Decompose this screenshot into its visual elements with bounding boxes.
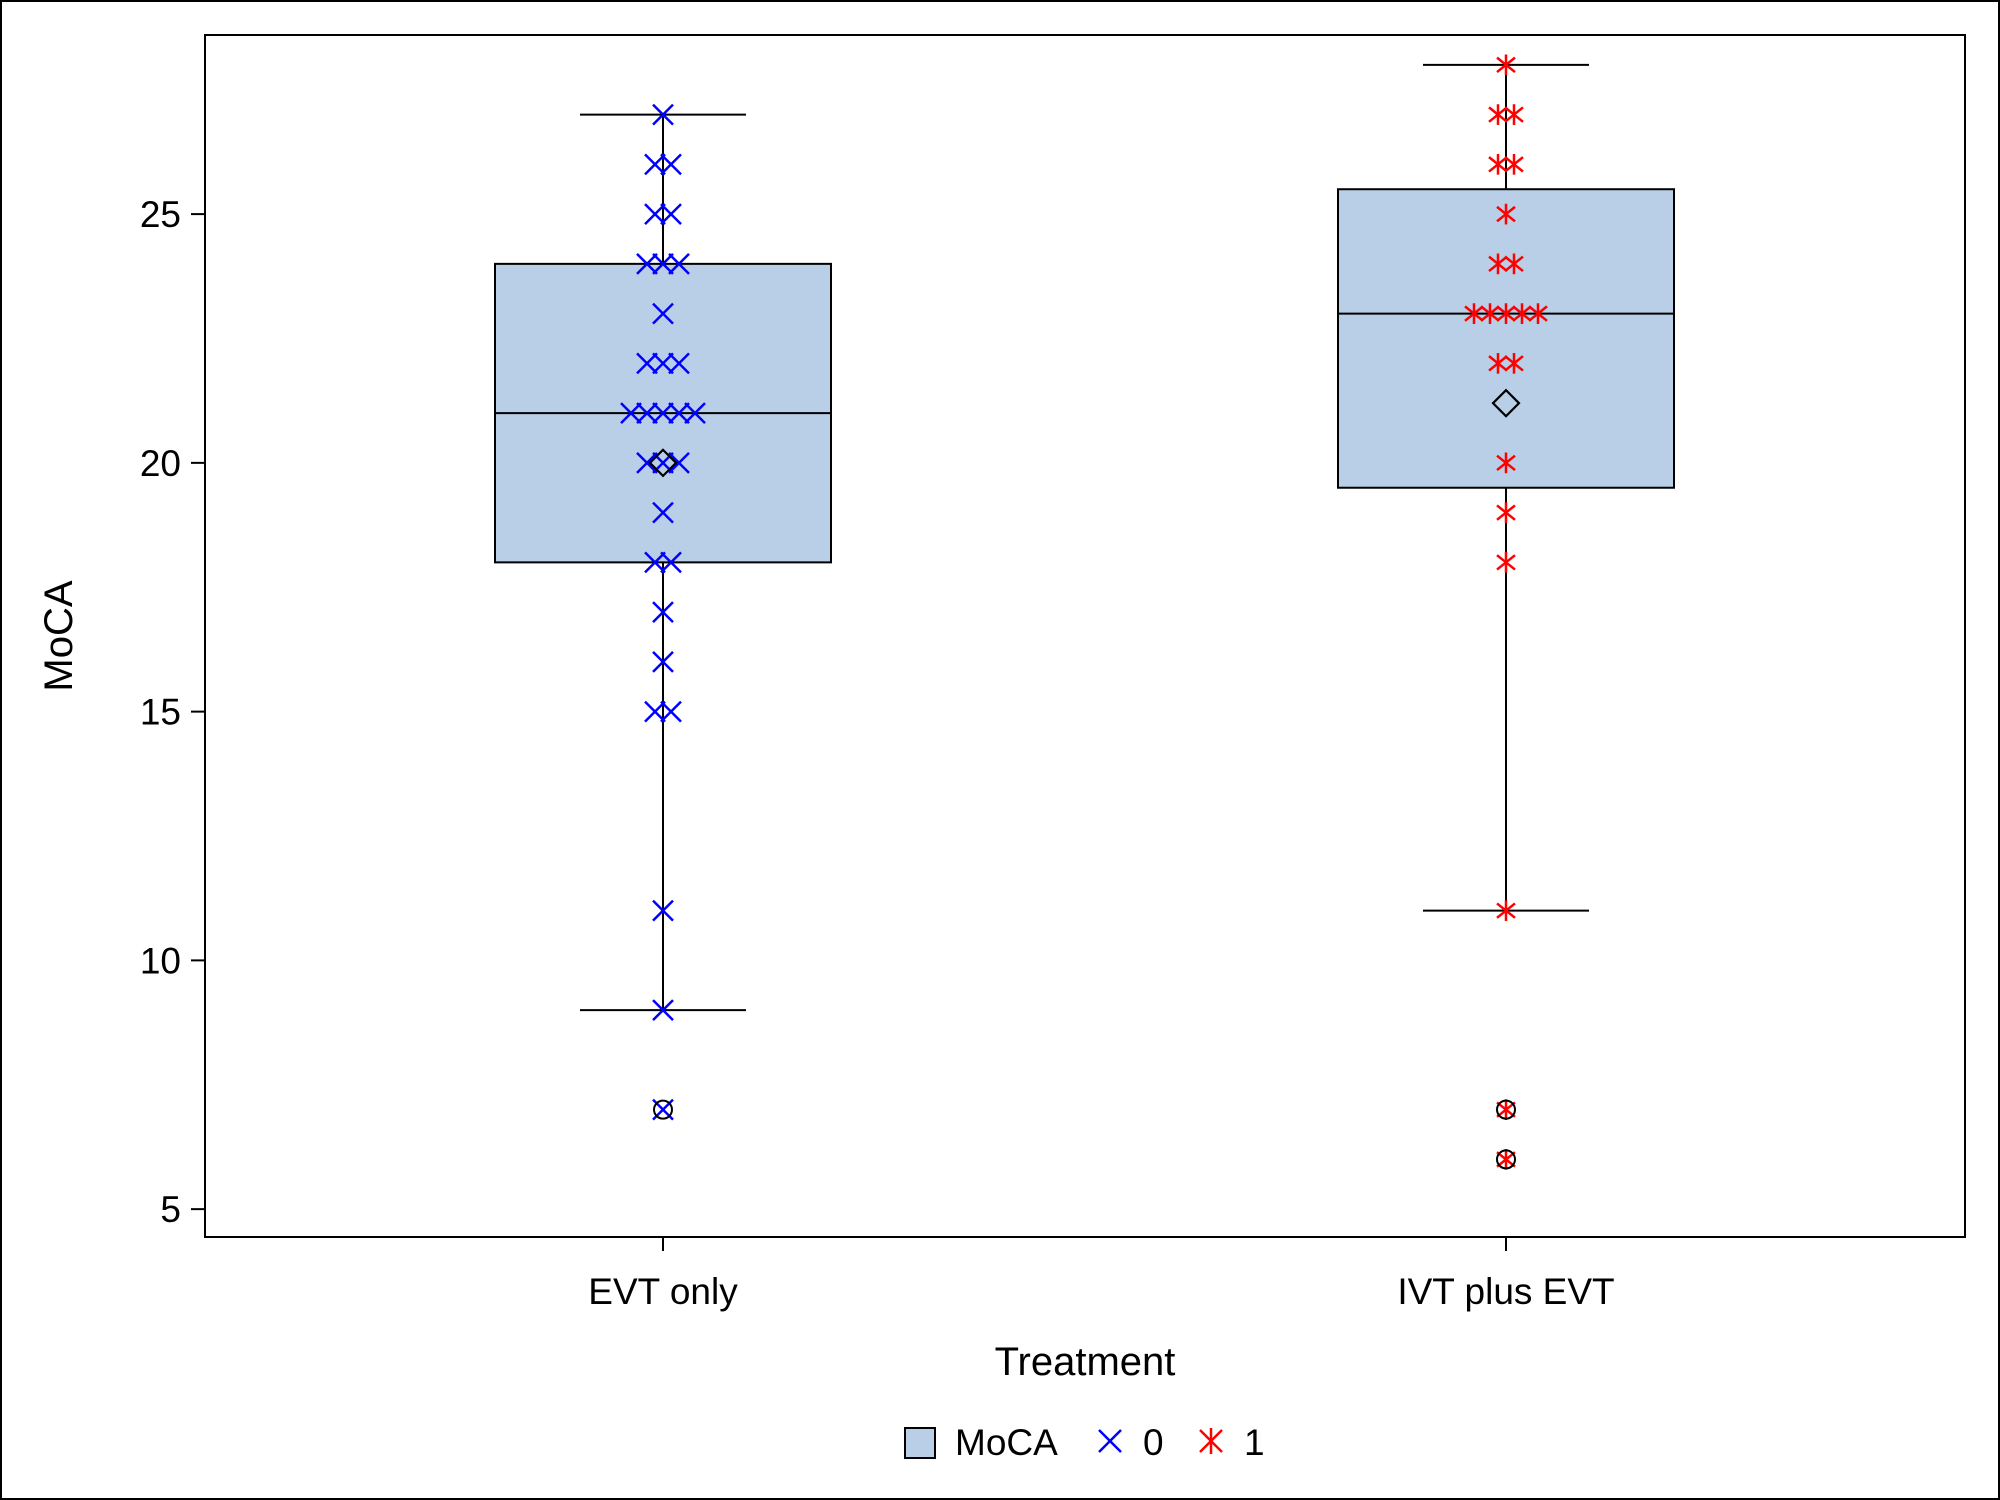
data-point-group-0 xyxy=(620,402,642,424)
data-point-group-0 xyxy=(652,302,674,325)
data-point-group-1 xyxy=(1512,303,1532,324)
data-point-group-0 xyxy=(652,650,674,673)
legend: MoCA 0 1 xyxy=(904,1422,1265,1463)
data-point-group-0 xyxy=(644,153,666,176)
outlier-marker xyxy=(653,1099,673,1120)
data-point-group-0 xyxy=(652,103,674,126)
y-tick-label: 10 xyxy=(140,940,181,981)
outlier-marker xyxy=(1496,1149,1516,1170)
y-axis-title: MoCA xyxy=(37,580,81,691)
legend-x-marker xyxy=(1098,1429,1122,1453)
data-point-group-0 xyxy=(636,451,658,474)
y-axis: 5 10 15 20 25 xyxy=(140,194,205,1230)
data-point-group-1 xyxy=(1528,303,1548,324)
mean-marker xyxy=(1491,388,1521,418)
data-point-group-1 xyxy=(1496,900,1516,921)
data-point-group-0 xyxy=(652,352,674,375)
x-tick-label: IVT plus EVT xyxy=(1397,1271,1614,1312)
data-point-group-0 xyxy=(636,402,658,424)
y-tick-label: 25 xyxy=(140,194,181,235)
legend-label-1: 1 xyxy=(1244,1422,1265,1463)
data-point-group-1 xyxy=(1464,303,1484,324)
data-point-group-1 xyxy=(1496,54,1516,76)
data-point-group-1 xyxy=(1496,303,1516,324)
data-point-group-1 xyxy=(1504,353,1524,374)
iqr-box xyxy=(1337,188,1675,489)
data-point-group-0 xyxy=(652,402,674,424)
legend-box-swatch xyxy=(904,1427,936,1459)
data-point-group-0 xyxy=(668,252,690,275)
outlier-marker xyxy=(1496,1099,1516,1120)
mean-marker xyxy=(648,448,678,478)
data-point-group-0 xyxy=(636,352,658,375)
legend-star-marker xyxy=(1199,1428,1223,1454)
points-layer xyxy=(620,54,1548,1170)
y-tick-label: 5 xyxy=(160,1189,181,1230)
data-point-group-1 xyxy=(1504,154,1524,175)
data-point-group-0 xyxy=(660,153,682,176)
data-point-group-1 xyxy=(1488,253,1508,275)
data-point-group-1 xyxy=(1496,1099,1516,1120)
data-point-group-0 xyxy=(684,402,706,424)
data-point-group-1 xyxy=(1504,104,1524,125)
data-point-group-0 xyxy=(668,451,690,474)
data-point-group-1 xyxy=(1488,104,1508,125)
data-point-group-0 xyxy=(636,252,658,275)
x-axis-title: Treatment xyxy=(995,1340,1176,1384)
data-point-group-0 xyxy=(660,203,682,225)
data-point-group-1 xyxy=(1496,552,1516,573)
data-point-group-0 xyxy=(644,551,666,574)
data-point-group-0 xyxy=(644,700,666,723)
data-point-group-1 xyxy=(1504,253,1524,275)
data-point-group-0 xyxy=(668,402,690,424)
x-axis: EVT only IVT plus EVT xyxy=(588,1237,1615,1312)
data-point-group-1 xyxy=(1480,303,1500,324)
data-point-group-1 xyxy=(1496,502,1516,523)
y-tick-label: 20 xyxy=(140,443,181,484)
data-point-group-1 xyxy=(1496,1149,1516,1170)
data-point-group-0 xyxy=(652,501,674,524)
data-point-group-0 xyxy=(652,899,674,922)
data-point-group-0 xyxy=(644,203,666,225)
data-point-group-0 xyxy=(660,551,682,574)
legend-label-0: 0 xyxy=(1143,1422,1164,1463)
data-point-group-0 xyxy=(652,601,674,624)
y-tick-label: 15 xyxy=(140,692,181,733)
data-point-group-0 xyxy=(660,700,682,723)
data-point-group-1 xyxy=(1488,353,1508,374)
x-tick-label: EVT only xyxy=(588,1271,738,1312)
data-point-group-0 xyxy=(668,352,690,375)
data-point-group-1 xyxy=(1496,203,1516,225)
data-point-group-0 xyxy=(652,252,674,275)
data-point-group-1 xyxy=(1488,154,1508,175)
data-point-group-1 xyxy=(1496,452,1516,474)
plot-area xyxy=(204,34,1966,1238)
data-point-group-0 xyxy=(652,999,674,1022)
legend-label-moca: MoCA xyxy=(955,1422,1058,1463)
